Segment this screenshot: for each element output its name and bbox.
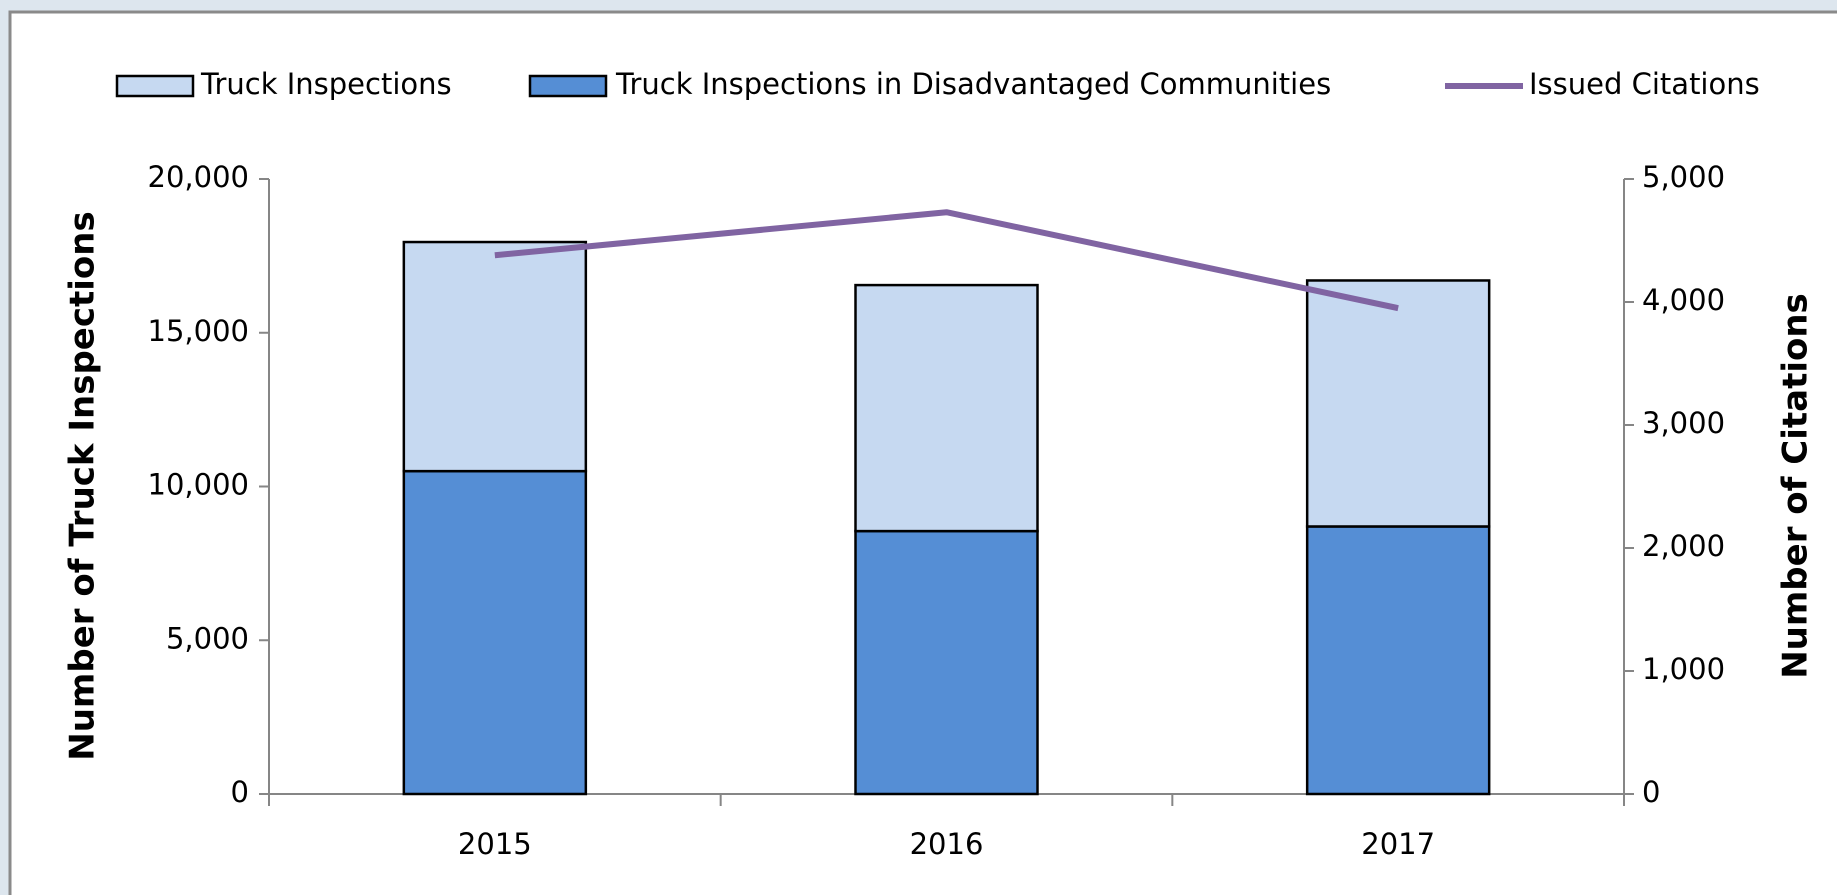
bar <box>854 529 1039 796</box>
y2-tick-label: 3,000 <box>1642 406 1725 440</box>
bar <box>402 469 588 796</box>
bar <box>1305 525 1491 796</box>
y-tick-label: 0 <box>231 775 249 809</box>
y2-axis-title: Number of Citations <box>1776 293 1816 679</box>
x-tick-label: 2016 <box>910 827 984 861</box>
bar <box>854 283 1039 533</box>
legend-swatch <box>528 74 608 98</box>
x-tick-label: 2015 <box>458 827 532 861</box>
legend-label: Truck Inspections <box>200 67 452 101</box>
y2-tick-label: 2,000 <box>1642 529 1725 563</box>
x-tick-label: 2017 <box>1361 827 1435 861</box>
legend-label: Issued Citations <box>1529 67 1760 101</box>
y-tick-label: 10,000 <box>148 468 249 502</box>
y-tick-label: 15,000 <box>148 314 249 348</box>
y2-tick-label: 0 <box>1642 775 1660 809</box>
bar <box>402 240 588 473</box>
y2-tick-label: 1,000 <box>1642 652 1725 686</box>
legend-swatch <box>115 74 195 98</box>
y-tick-label: 20,000 <box>148 160 249 194</box>
y-tick-label: 5,000 <box>166 621 249 655</box>
line <box>494 209 1399 312</box>
y2-tick-label: 4,000 <box>1642 283 1725 317</box>
y-axis-title: Number of Truck Inspections <box>63 211 103 760</box>
y2-tick-label: 5,000 <box>1642 160 1725 194</box>
bar <box>1305 279 1491 528</box>
legend-label: Truck Inspections in Disadvantaged Commu… <box>615 67 1331 101</box>
